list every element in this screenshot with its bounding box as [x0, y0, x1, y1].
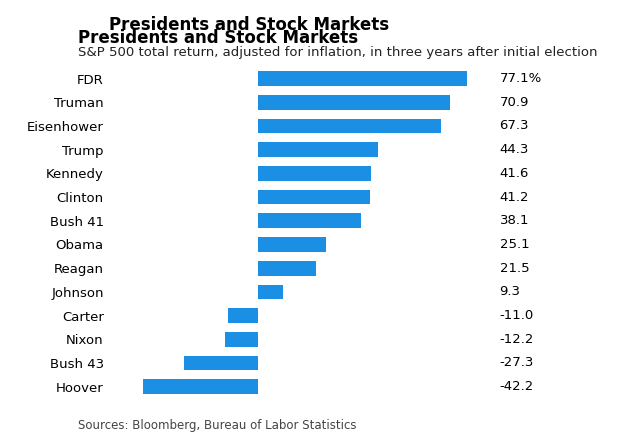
Text: Presidents and Stock Markets: Presidents and Stock Markets: [109, 16, 389, 34]
Bar: [258, 166, 371, 181]
Text: 21.5: 21.5: [499, 262, 529, 275]
Text: Sources: Bloomberg, Bureau of Labor Statistics: Sources: Bloomberg, Bureau of Labor Stat…: [78, 419, 356, 432]
Bar: [228, 308, 258, 323]
Bar: [143, 379, 258, 394]
Text: 44.3: 44.3: [499, 143, 529, 156]
Text: -12.2: -12.2: [499, 333, 534, 346]
Text: 41.2: 41.2: [499, 191, 529, 204]
Text: 38.1: 38.1: [499, 214, 529, 227]
Bar: [258, 284, 283, 299]
Text: -27.3: -27.3: [499, 356, 534, 370]
Text: 41.6: 41.6: [499, 167, 529, 180]
Bar: [258, 95, 450, 110]
Text: -11.0: -11.0: [499, 309, 534, 322]
Text: 25.1: 25.1: [499, 238, 529, 251]
Text: 77.1%: 77.1%: [499, 72, 542, 85]
Text: 9.3: 9.3: [499, 285, 520, 299]
Text: 70.9: 70.9: [499, 96, 529, 109]
Bar: [258, 237, 326, 252]
Text: 67.3: 67.3: [499, 120, 529, 132]
Text: S&P 500 total return, adjusted for inflation, in three years after initial elect: S&P 500 total return, adjusted for infla…: [78, 46, 597, 59]
Text: Presidents and Stock Markets: Presidents and Stock Markets: [78, 29, 358, 47]
Text: -42.2: -42.2: [499, 380, 534, 393]
Bar: [225, 332, 258, 347]
Bar: [258, 213, 361, 228]
Bar: [184, 355, 258, 370]
Bar: [258, 261, 316, 276]
Bar: [258, 142, 378, 157]
Bar: [258, 190, 369, 205]
Bar: [258, 119, 441, 133]
Bar: [258, 71, 467, 86]
